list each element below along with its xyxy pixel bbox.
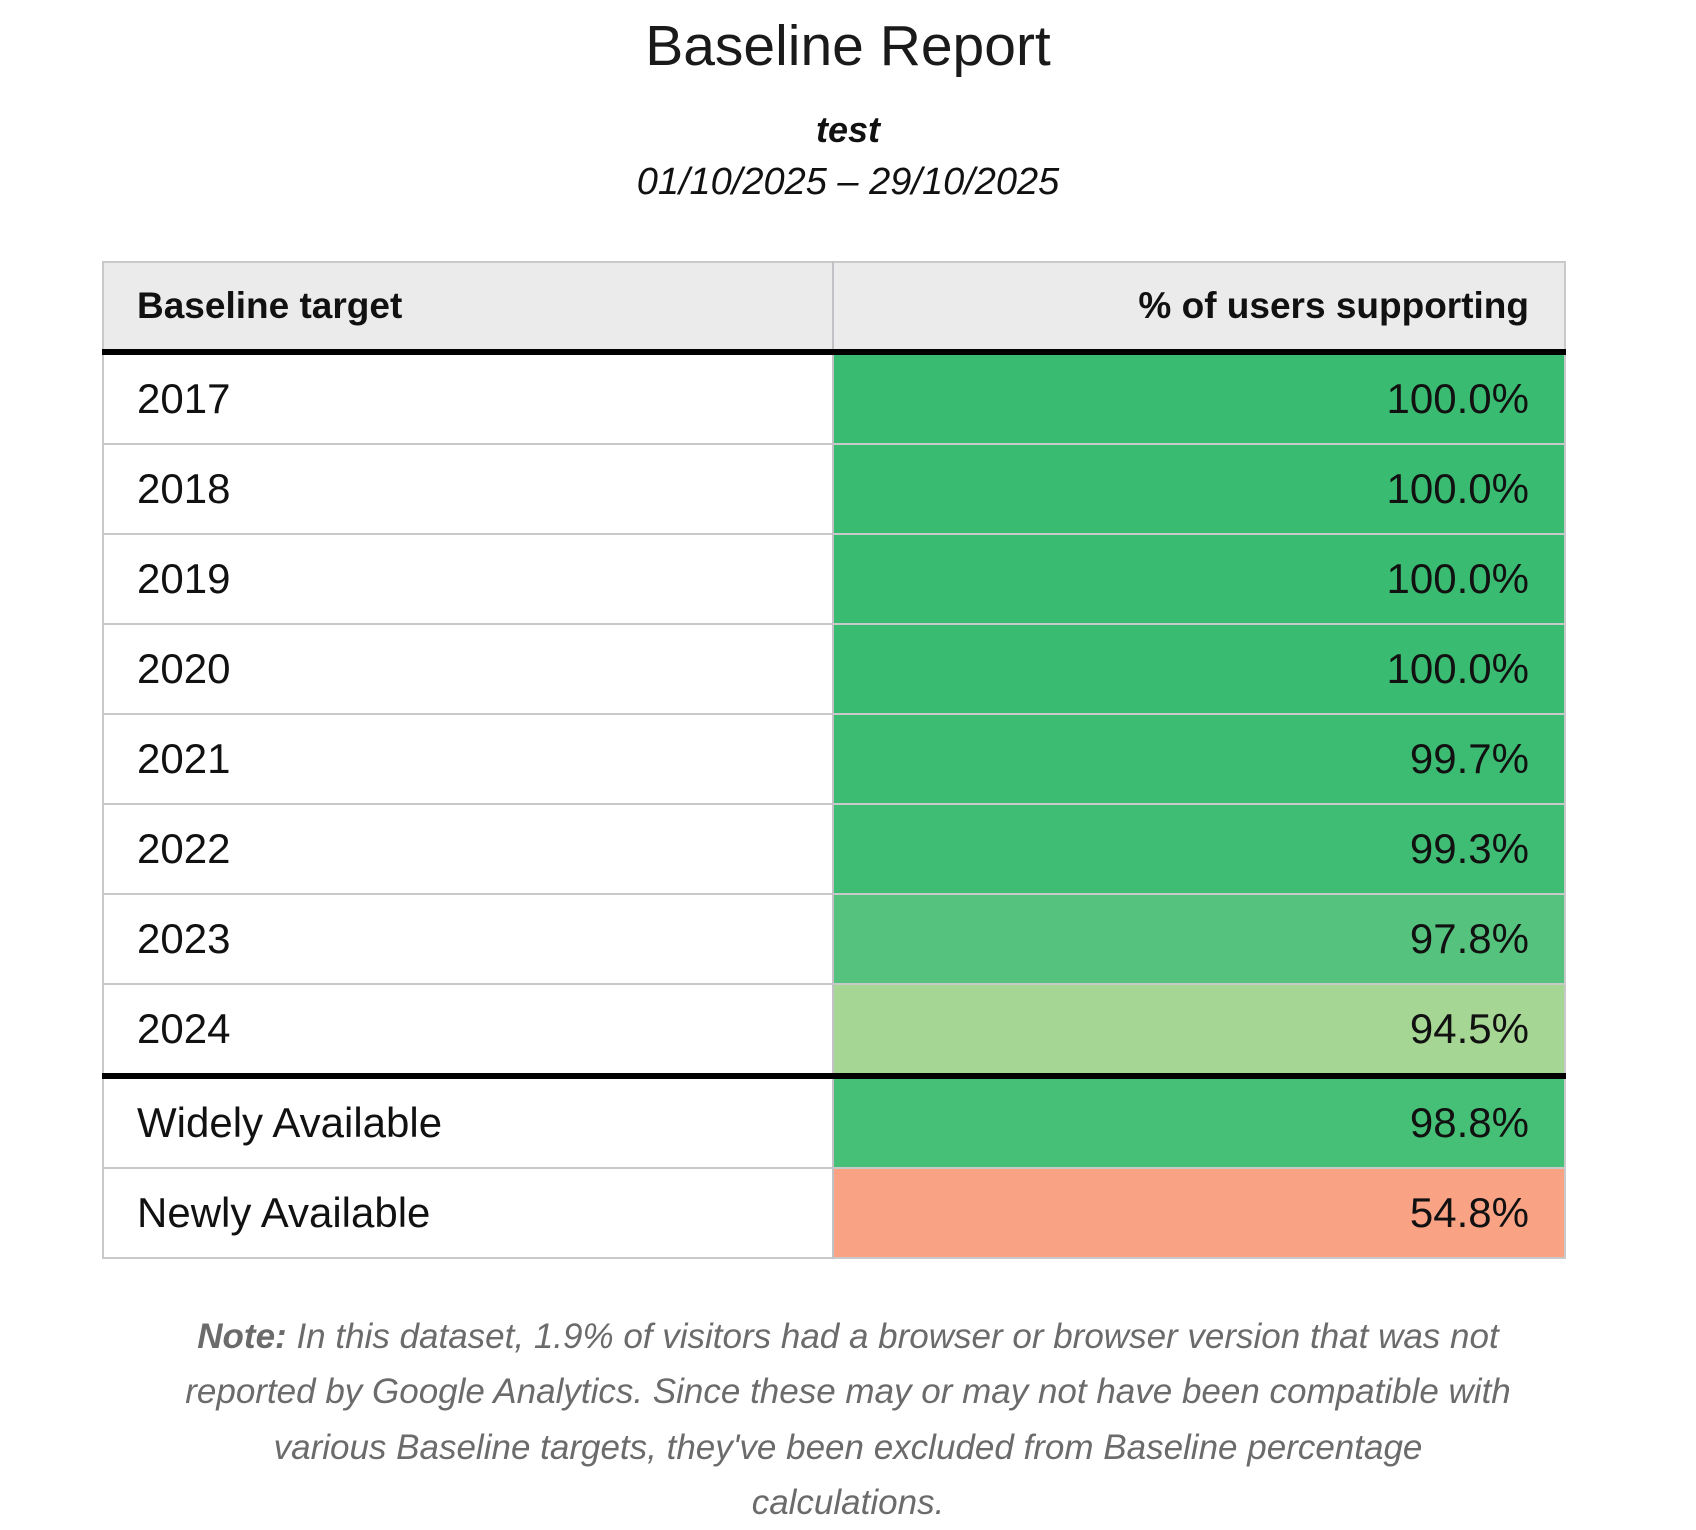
percent-supporting-cell: 100.0% — [833, 351, 1565, 445]
percent-supporting-cell: 99.3% — [833, 803, 1565, 895]
table-row: 2021 99.7% — [103, 713, 1565, 805]
percent-supporting-cell: 100.0% — [833, 533, 1565, 625]
baseline-target-cell: Newly Available — [103, 1167, 835, 1259]
footnote-text: In this dataset, 1.9% of visitors had a … — [185, 1317, 1511, 1523]
percent-supporting-cell: 100.0% — [833, 443, 1565, 535]
table-row: 2018 100.0% — [103, 443, 1565, 535]
baseline-target-cell: 2020 — [103, 623, 835, 715]
table-row: 2019 100.0% — [103, 533, 1565, 625]
percent-supporting-cell: 99.7% — [833, 713, 1565, 805]
table-row: 2020 100.0% — [103, 623, 1565, 715]
table-row: 2017 100.0% — [103, 351, 1565, 445]
table-body: 2017 100.0% 2018 100.0% 2019 100.0% 2020 100.0%… — [103, 351, 1565, 1259]
report-subtitle: test — [815, 109, 881, 151]
footnote: Note: In this dataset, 1.9% of visitors … — [183, 1309, 1513, 1530]
table-row: Widely Available 98.8% — [103, 1073, 1565, 1169]
baseline-target-cell: 2022 — [103, 803, 835, 895]
baseline-table: Baseline target % of users supporting 20… — [102, 261, 1566, 1260]
table-header-row: Baseline target % of users supporting — [103, 262, 1565, 356]
page-title: Baseline Report — [645, 14, 1051, 78]
baseline-target-cell: 2019 — [103, 533, 835, 625]
table-row: 2024 94.5% — [103, 983, 1565, 1077]
table-row: 2023 97.8% — [103, 893, 1565, 985]
footnote-label: Note: — [197, 1317, 287, 1357]
baseline-target-cell: 2021 — [103, 713, 835, 805]
percent-supporting-cell: 94.5% — [833, 983, 1565, 1077]
baseline-target-cell: Widely Available — [103, 1073, 835, 1169]
percent-supporting-cell: 97.8% — [833, 893, 1565, 985]
baseline-target-cell: 2018 — [103, 443, 835, 535]
percent-supporting-cell: 100.0% — [833, 623, 1565, 715]
percent-supporting-cell: 54.8% — [833, 1167, 1565, 1259]
baseline-target-cell: 2024 — [103, 983, 835, 1077]
report-date-range: 01/10/2025 – 29/10/2025 — [636, 160, 1060, 203]
percent-supporting-cell: 98.8% — [833, 1073, 1565, 1169]
table-head: Baseline target % of users supporting — [103, 262, 1565, 356]
column-header-baseline-target: Baseline target — [103, 262, 835, 356]
baseline-target-cell: 2017 — [103, 351, 835, 445]
table-row: 2022 99.3% — [103, 803, 1565, 895]
baseline-target-cell: 2023 — [103, 893, 835, 985]
column-header-percent-supporting: % of users supporting — [833, 262, 1565, 356]
table-row: Newly Available 54.8% — [103, 1167, 1565, 1259]
